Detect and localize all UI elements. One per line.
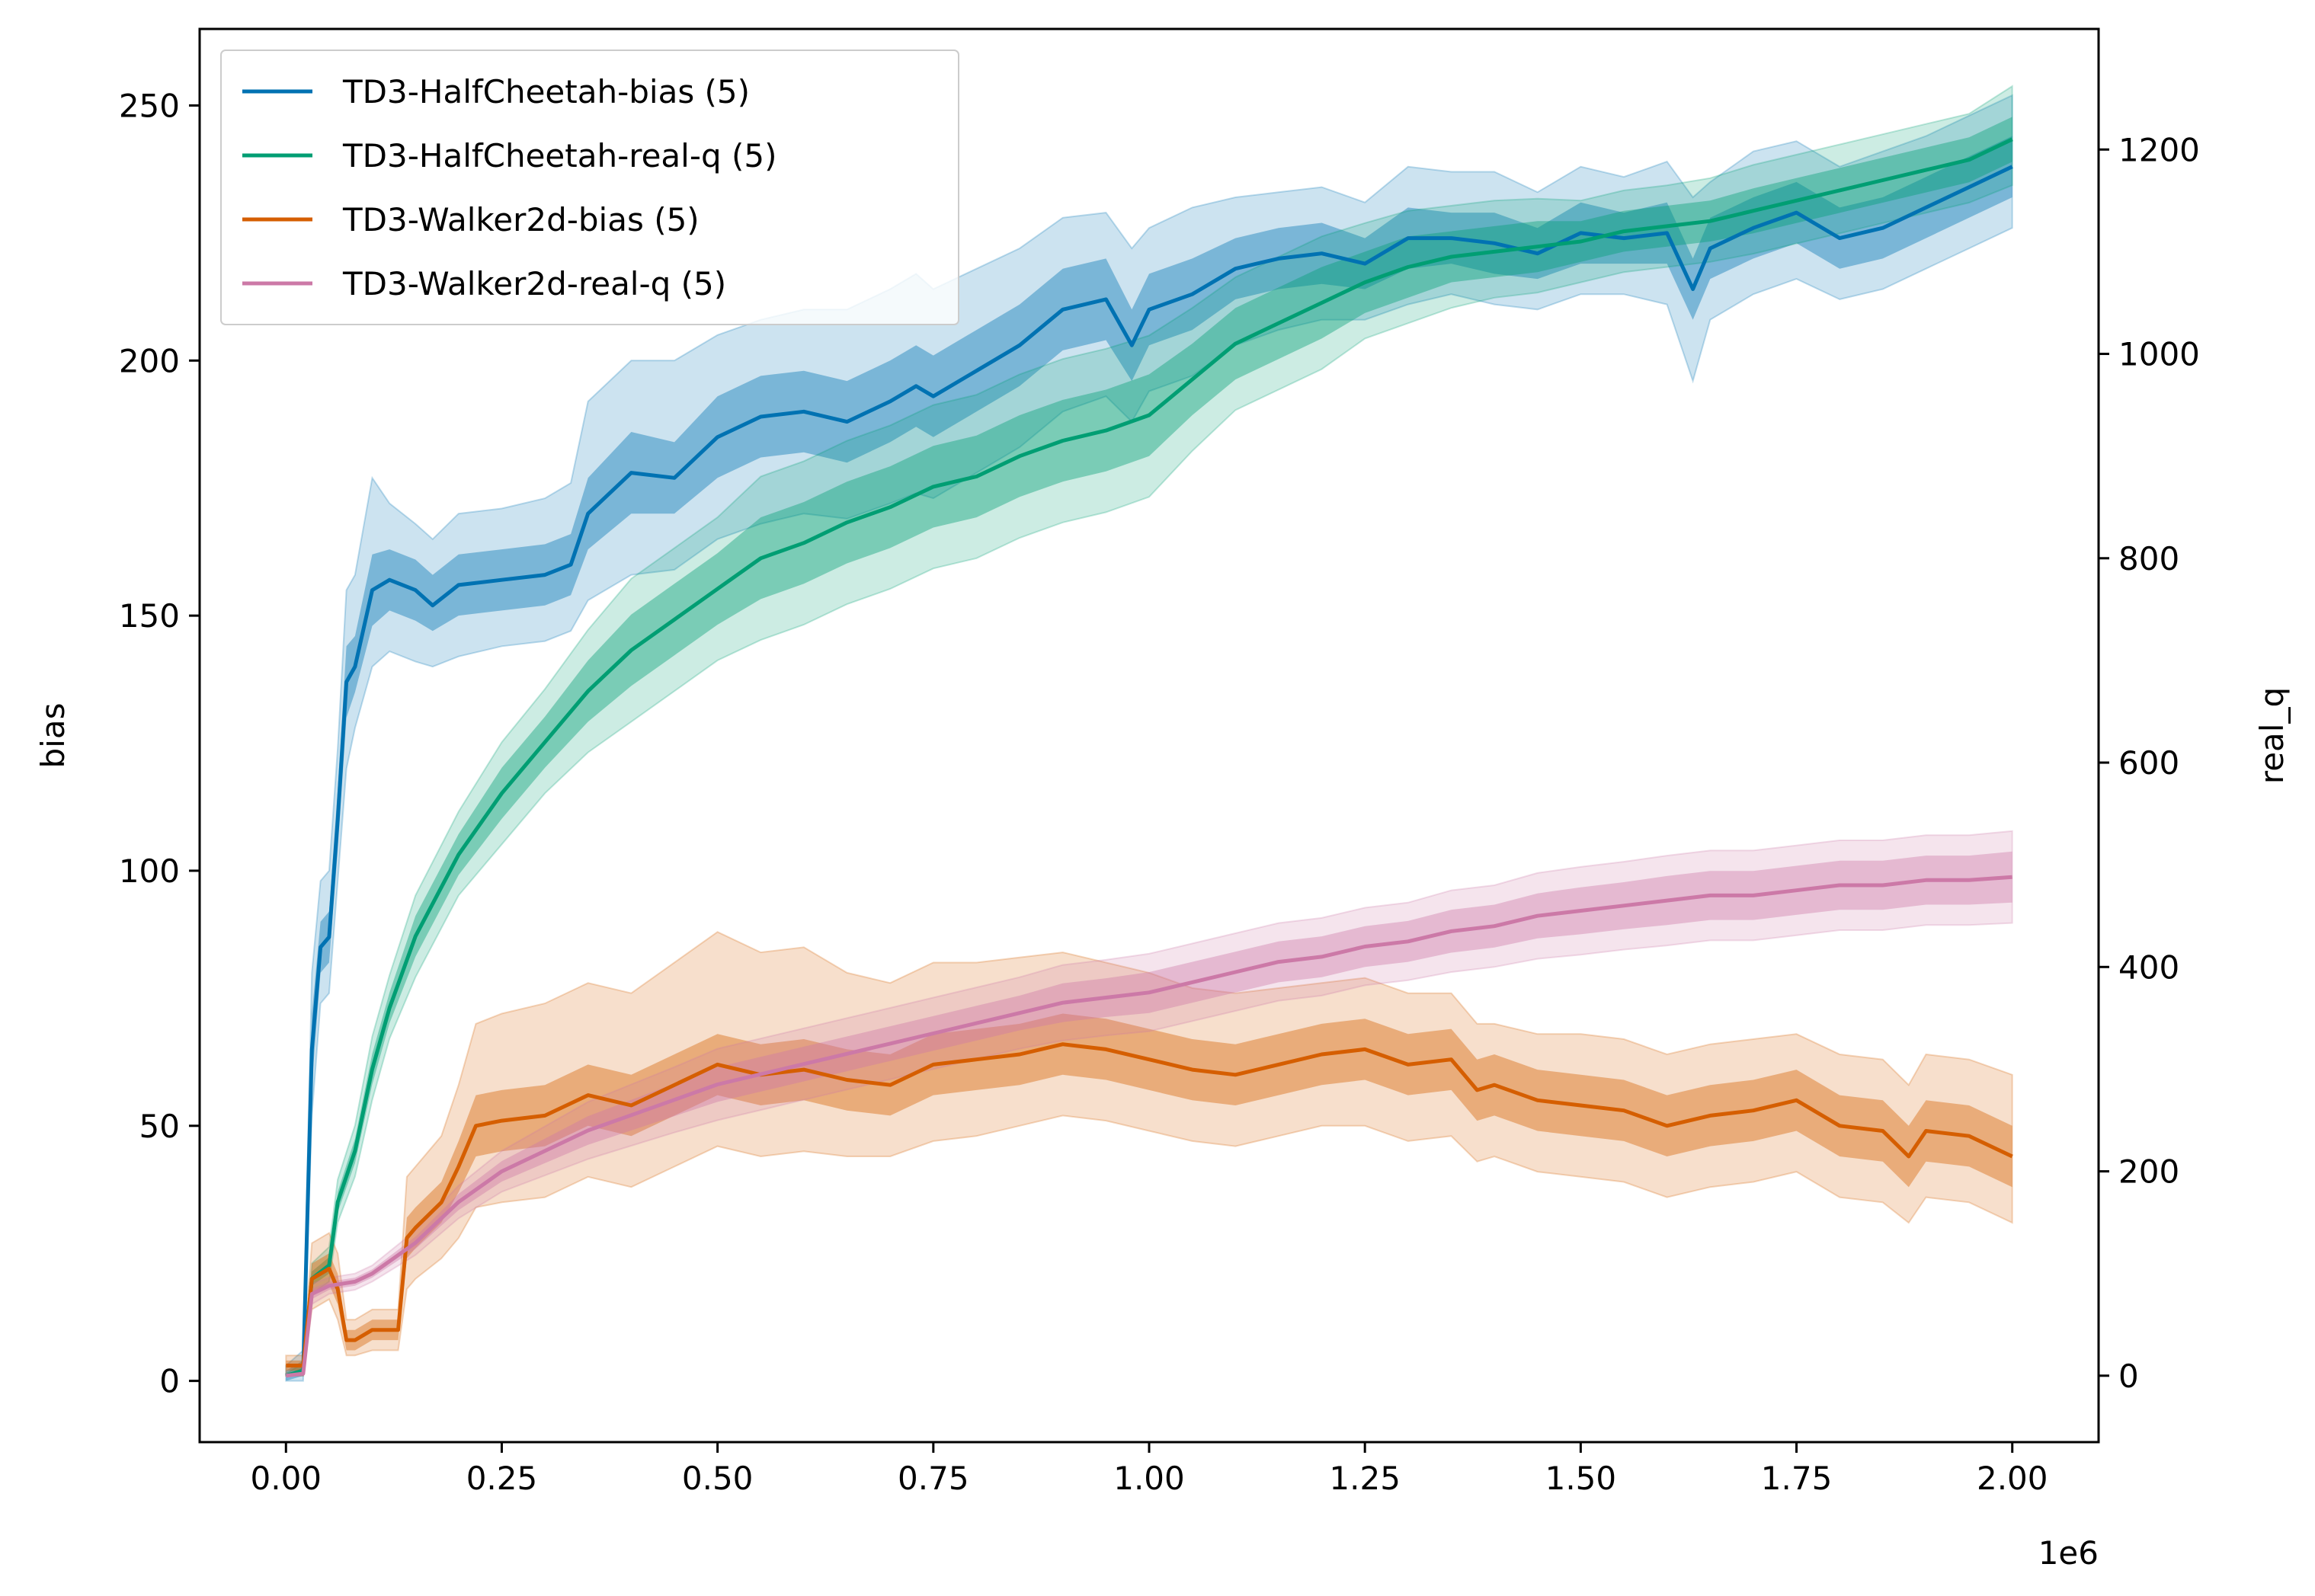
series-3-line	[286, 875, 2012, 1378]
series-2-inner-band	[286, 1013, 2012, 1371]
series-lines	[285, 137, 2013, 1378]
y-right-tick-label: 1200	[2118, 131, 2200, 168]
legend-label: TD3-HalfCheetah-bias (5)	[342, 73, 750, 110]
x-tick-label: 0.25	[466, 1460, 538, 1497]
x-tick-label: 1.25	[1329, 1460, 1401, 1497]
y-axis-right: 0 200 400 600 800 1000 1200	[2099, 131, 2200, 1395]
series-1-outer-band	[285, 85, 2013, 1377]
y-right-tick-label: 800	[2118, 540, 2179, 577]
y-axis-left-title: bias	[34, 703, 72, 769]
x-offset-label: 1e6	[2038, 1534, 2099, 1572]
x-tick-label: 0.75	[898, 1460, 969, 1497]
y-left-tick-label: 150	[119, 597, 180, 635]
x-tick-label: 1.00	[1113, 1460, 1185, 1497]
x-tick-label: 2.00	[1977, 1460, 2048, 1497]
y-axis-left: 0 50 100 150 200 250	[119, 87, 200, 1400]
series-0-outer-band	[285, 94, 2013, 1382]
legend: TD3-HalfCheetah-bias (5) TD3-HalfCheetah-…	[220, 50, 959, 325]
series-0-inner-band	[286, 136, 2012, 1381]
y-right-tick-label: 600	[2118, 744, 2179, 782]
series-0-line	[285, 165, 2013, 1378]
legend-label: TD3-Walker2d-bias (5)	[342, 201, 700, 238]
y-left-tick-label: 200	[119, 342, 180, 379]
y-left-tick-label: 250	[119, 87, 180, 124]
series-2-line	[286, 1042, 2013, 1367]
x-axis: 0.00 0.25 0.50 0.75 1.00 1.25 1.50 1.75 2.00	[251, 1442, 2048, 1497]
x-tick-label: 1.75	[1761, 1460, 1833, 1497]
y-axis-right-title: real_q	[2253, 687, 2291, 784]
y-left-tick-label: 0	[159, 1363, 180, 1400]
series-2-outer-band	[285, 931, 2013, 1377]
y-left-tick-label: 50	[139, 1108, 180, 1145]
legend-label: TD3-Walker2d-real-q (5)	[342, 265, 726, 302]
y-right-tick-label: 200	[2118, 1153, 2179, 1191]
series-1-line	[285, 137, 2013, 1378]
legend-label: TD3-HalfCheetah-real-q (5)	[342, 137, 777, 174]
legend-box	[220, 50, 959, 325]
x-tick-label: 0.00	[251, 1460, 322, 1497]
y-right-tick-label: 0	[2118, 1358, 2139, 1395]
x-tick-label: 1.50	[1545, 1460, 1617, 1497]
y-right-tick-label: 1000	[2118, 336, 2200, 373]
x-tick-label: 0.50	[682, 1460, 754, 1497]
y-right-tick-label: 400	[2118, 948, 2179, 986]
y-left-tick-label: 100	[119, 852, 180, 890]
